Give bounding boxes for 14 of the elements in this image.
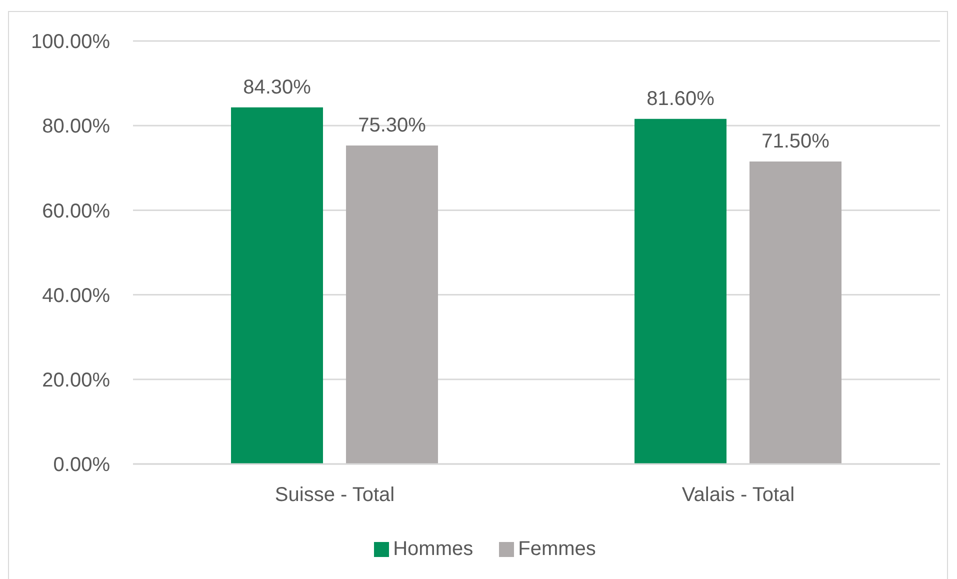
y-tick-label: 60.00% [42,200,110,222]
legend-label: Femmes [518,538,596,560]
data-label: 71.50% [762,130,830,153]
data-label: 75.30% [358,114,426,136]
y-tick-label: 20.00% [42,370,110,392]
legend-label: Hommes [393,538,474,560]
data-label: 84.30% [243,76,312,98]
y-tick-label: 0.00% [53,454,110,476]
y-tick-label: 100.00% [31,31,110,54]
y-tick-label: 40.00% [42,284,110,307]
y-tick-label: 80.00% [42,116,110,138]
data-label: 81.60% [646,88,715,110]
x-tick-label: Valais - Total [682,484,795,506]
x-tick-label: Suisse - Total [274,484,395,506]
